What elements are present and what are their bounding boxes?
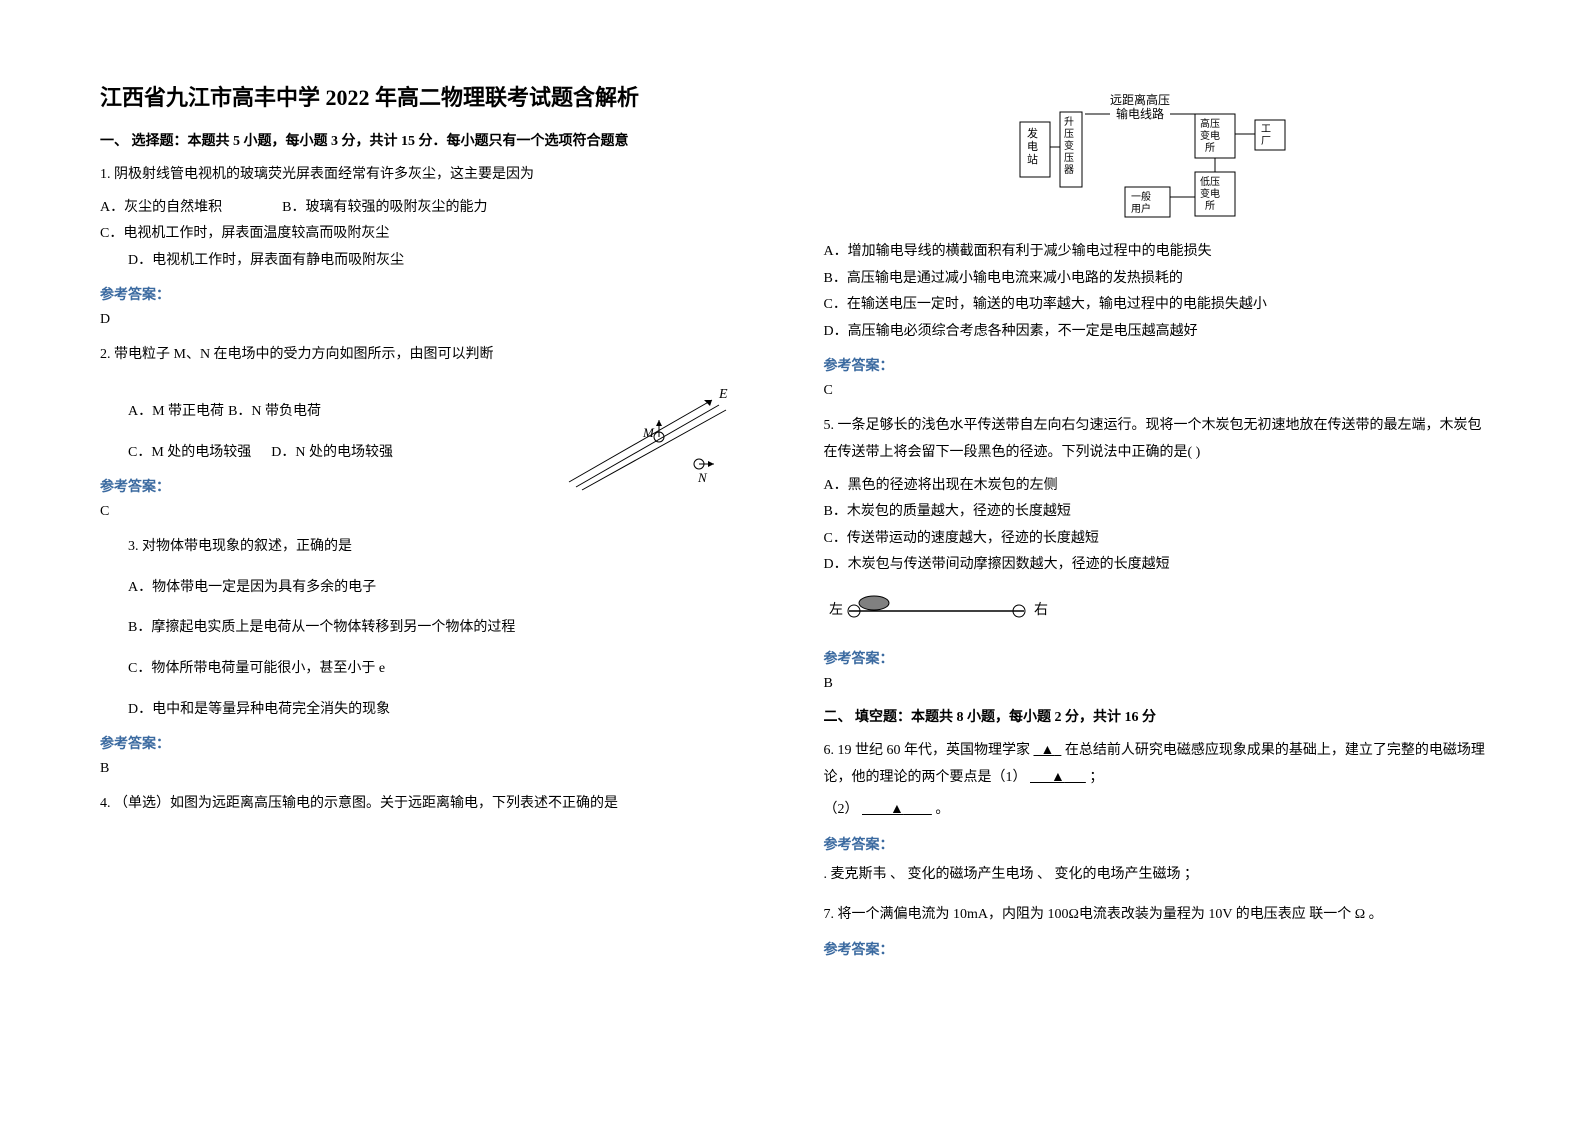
m-label: M	[642, 425, 655, 440]
up-1: 升	[1064, 116, 1074, 128]
q2-option-c: C．M 处的电场较强	[128, 445, 251, 460]
station-3: 站	[1027, 152, 1038, 166]
field-lines-svg: E M N	[564, 382, 734, 492]
q1-answer-label: 参考答案：	[100, 284, 764, 304]
q1-option-b: B．玻璃有较强的吸附灰尘的能力	[282, 195, 487, 222]
q6-answer-label: 参考答案：	[824, 834, 1488, 854]
left-label: 左	[829, 602, 843, 618]
q4-stem: 4. （单选）如图为远距离高压输电的示意图。关于远距离输电，下列表述不正确的是	[100, 791, 764, 818]
up-3: 变	[1064, 139, 1074, 152]
q6-blank2-mark: ▲	[1051, 770, 1065, 785]
q6-stem-line1: 6. 19 世纪 60 年代，英国物理学家 ▲ 在总结前人研究电磁感应现象成果的…	[824, 738, 1488, 791]
hv-2: 变电	[1200, 129, 1220, 142]
station-1: 发	[1027, 126, 1038, 140]
transmission-svg: 远距离高压 输电线路 发 电 站 升 压 变 压 器 高压 变	[1015, 92, 1295, 222]
q4-option-c: C．在输送电压一定时，输送的电功率越大，输电过程中的电能损失越小	[824, 292, 1488, 319]
q6-p1: 6. 19 世纪 60 年代，英国物理学家	[824, 743, 1031, 758]
q6-l2-end: 。	[935, 802, 949, 817]
q2-option-a: A．M 带正电荷	[128, 404, 224, 419]
hv-3: 所	[1205, 142, 1215, 154]
q6-blank3: ▲	[862, 802, 932, 817]
q1-stem: 1. 阴极射线管电视机的玻璃荧光屏表面经常有许多灰尘，这主要是因为	[100, 162, 764, 189]
right-column: 远距离高压 输电线路 发 电 站 升 压 变 压 器 高压 变	[824, 80, 1488, 967]
left-column: 江西省九江市高丰中学 2022 年高二物理联考试题含解析 一、 选择题：本题共 …	[100, 80, 764, 967]
q1-option-c: C．电视机工作时，屏表面温度较高而吸附灰尘	[100, 221, 764, 248]
q6-blank3-mark: ▲	[890, 802, 904, 817]
question-2: 2. 带电粒子 M、N 在电场中的受力方向如图所示，由图可以判断 E M N	[100, 342, 764, 520]
q1-option-a: A．灰尘的自然堆积	[100, 195, 222, 222]
q2-electric-field-figure: E M N	[564, 382, 734, 497]
q6-blank1: ▲	[1034, 743, 1062, 758]
q3-answer: B	[100, 761, 764, 777]
q1-option-d: D．电视机工作时，屏表面有静电而吸附灰尘	[100, 248, 764, 275]
factory-2: 厂	[1261, 136, 1271, 147]
factory-1: 工	[1261, 124, 1271, 135]
q4-option-b: B．高压输电是通过减小输电电流来减小电路的发热损耗的	[824, 266, 1488, 293]
q2-option-b: B．N 带负电荷	[228, 404, 321, 419]
section-1-header: 一、 选择题：本题共 5 小题，每小题 3 分，共计 15 分．每小题只有一个选…	[100, 130, 764, 150]
q5-stem: 5. 一条足够长的浅色水平传送带自左向右匀速运行。现将一个木炭包无初速地放在传送…	[824, 413, 1488, 466]
q5-option-a: A．黑色的径迹将出现在木炭包的左侧	[824, 473, 1488, 500]
question-6: 6. 19 世纪 60 年代，英国物理学家 ▲ 在总结前人研究电磁感应现象成果的…	[824, 738, 1488, 888]
line-label: 输电线路	[1116, 106, 1164, 121]
q2-option-d: D．N 处的电场较强	[271, 445, 393, 460]
q2-stem: 2. 带电粒子 M、N 在电场中的受力方向如图所示，由图可以判断	[100, 342, 764, 369]
user-2: 用户	[1131, 202, 1151, 215]
page-container: 江西省九江市高丰中学 2022 年高二物理联考试题含解析 一、 选择题：本题共 …	[100, 80, 1487, 967]
q7-p2: 联一个	[1309, 907, 1351, 922]
lv-3: 所	[1205, 200, 1215, 212]
q7-stem: 7. 将一个满偏电流为 10mA，内阻为 100Ω电流表改装为量程为 10V 的…	[824, 902, 1488, 929]
q4-transmission-diagram: 远距离高压 输电线路 发 电 站 升 压 变 压 器 高压 变	[824, 92, 1488, 227]
q5-answer: B	[824, 676, 1488, 692]
section-2-header: 二、 填空题：本题共 8 小题，每小题 2 分，共计 16 分	[824, 706, 1488, 726]
conveyor-svg: 左 右	[824, 589, 1064, 629]
up-2: 压	[1064, 128, 1074, 140]
q1-answer: D	[100, 312, 764, 328]
q1-options-row-1: A．灰尘的自然堆积 B．玻璃有较强的吸附灰尘的能力	[100, 195, 764, 222]
q5-option-b: B．木炭包的质量越大，径迹的长度越短	[824, 499, 1488, 526]
q6-stem-line2: （2） ▲ 。	[824, 797, 1488, 824]
q7-answer-label: 参考答案：	[824, 939, 1488, 959]
q6-blank1-mark: ▲	[1041, 743, 1055, 758]
right-label: 右	[1034, 602, 1048, 618]
q3-option-c: C．物体所带电荷量可能很小，甚至小于 e	[128, 656, 764, 683]
q3-option-a: A．物体带电一定是因为具有多余的电子	[128, 575, 764, 602]
q2-answer: C	[100, 504, 764, 520]
question-7: 7. 将一个满偏电流为 10mA，内阻为 100Ω电流表改装为量程为 10V 的…	[824, 902, 1488, 959]
question-1: 1. 阴极射线管电视机的玻璃荧光屏表面经常有许多灰尘，这主要是因为 A．灰尘的自…	[100, 162, 764, 328]
q3-option-d: D．电中和是等量异种电荷完全消失的现象	[128, 697, 764, 724]
q4-answer: C	[824, 383, 1488, 399]
q5-option-d: D．木炭包与传送带间动摩擦因数越大，径迹的长度越短	[824, 552, 1488, 579]
q6-blank2: ▲	[1030, 770, 1086, 785]
q7-p1: 7. 将一个满偏电流为 10mA，内阻为 100Ω电流表改装为量程为 10V 的…	[824, 907, 1306, 922]
document-title: 江西省九江市高丰中学 2022 年高二物理联考试题含解析	[100, 80, 764, 112]
up-5: 器	[1064, 164, 1074, 176]
station-2: 电	[1027, 140, 1038, 153]
q7-p3: Ω 。	[1355, 907, 1383, 922]
q5-option-c: C．传送带运动的速度越大，径迹的长度越短	[824, 526, 1488, 553]
lv-1: 低压	[1200, 175, 1220, 188]
q4-option-a: A．增加输电导线的横截面积有利于减少输电过程中的电能损失	[824, 239, 1488, 266]
lv-2: 变电	[1200, 187, 1220, 200]
top-label: 远距离高压	[1110, 92, 1170, 107]
question-4-options: A．增加输电导线的横截面积有利于减少输电过程中的电能损失 B．高压输电是通过减小…	[824, 239, 1488, 399]
q6-p3: ；	[1089, 770, 1103, 785]
hv-1: 高压	[1200, 117, 1220, 130]
q5-answer-label: 参考答案：	[824, 648, 1488, 668]
q6-l2: （2）	[824, 802, 859, 817]
q6-answer: . 麦克斯韦 、 变化的磁场产生电场 、 变化的电场产生磁场 ；	[824, 862, 1488, 889]
q3-stem: 3. 对物体带电现象的叙述，正确的是	[128, 534, 764, 561]
up-4: 压	[1064, 152, 1074, 164]
q5-conveyor-diagram: 左 右	[824, 589, 1488, 634]
e-label: E	[718, 387, 728, 402]
q4-answer-label: 参考答案：	[824, 355, 1488, 375]
n-label: N	[697, 470, 708, 485]
user-1: 一般	[1131, 190, 1151, 203]
question-5: 5. 一条足够长的浅色水平传送带自左向右匀速运行。现将一个木炭包无初速地放在传送…	[824, 413, 1488, 692]
q3-answer-label: 参考答案：	[100, 733, 764, 753]
q4-option-d: D．高压输电必须综合考虑各种因素，不一定是电压越高越好	[824, 319, 1488, 346]
q3-option-b: B．摩擦起电实质上是电荷从一个物体转移到另一个物体的过程	[128, 615, 764, 642]
question-3: 3. 对物体带电现象的叙述，正确的是 A．物体带电一定是因为具有多余的电子 B．…	[100, 534, 764, 723]
